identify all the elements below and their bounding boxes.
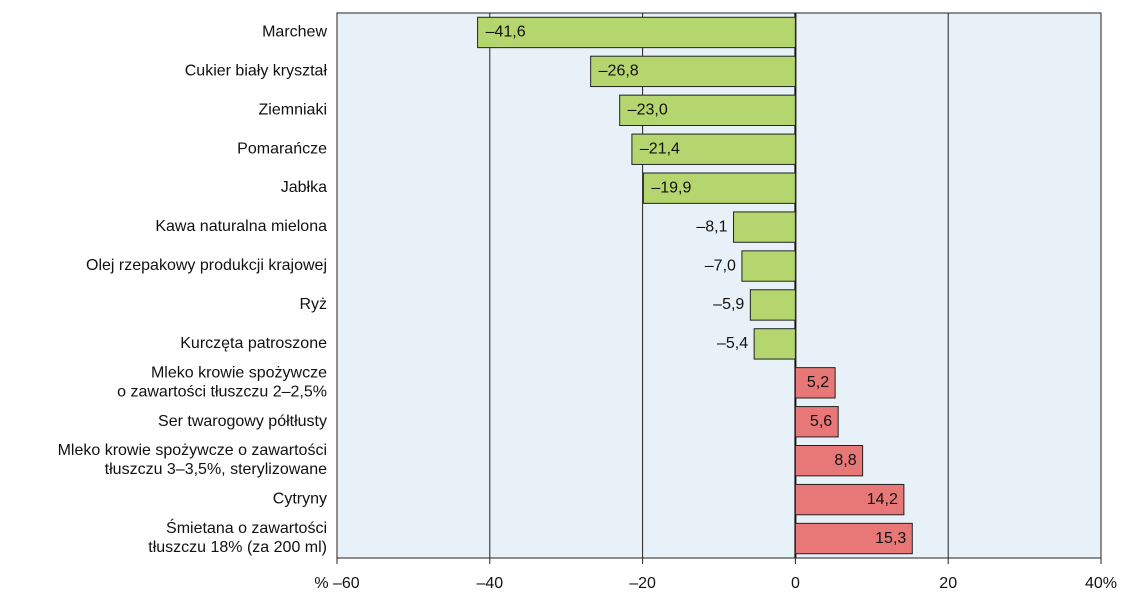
data-label: 14,2 bbox=[867, 491, 898, 508]
bar bbox=[753, 328, 796, 360]
y-tick-label: Mleko krowie spożywcze o zawartości tłusz… bbox=[58, 442, 328, 478]
y-tick-label: Kurczęta patroszone bbox=[180, 335, 327, 352]
x-tick-label: 20 bbox=[939, 575, 957, 592]
data-label: –41,6 bbox=[486, 24, 526, 41]
y-tick-label: Cytryny bbox=[273, 491, 327, 508]
data-label: –23,0 bbox=[628, 102, 668, 119]
bar bbox=[733, 211, 796, 243]
x-tick-label: 40% bbox=[1085, 575, 1117, 592]
y-tick-label: Marchew bbox=[262, 24, 327, 41]
data-label: –5,4 bbox=[717, 335, 748, 352]
data-label: –7,0 bbox=[705, 257, 736, 274]
bar bbox=[794, 483, 905, 516]
y-tick-label: Mleko krowie spożywcze o zawartości tłusz… bbox=[117, 365, 327, 401]
bar bbox=[794, 367, 836, 399]
y-tick-label: Śmietana o zawartości tłuszczu 18% (za 20… bbox=[148, 518, 327, 556]
y-tick-label: Jabłka bbox=[281, 179, 327, 196]
y-tick-label: Pomarańcze bbox=[237, 140, 327, 157]
bar bbox=[794, 444, 864, 477]
bar bbox=[590, 55, 796, 88]
bar bbox=[741, 250, 796, 282]
data-label: –19,9 bbox=[651, 179, 691, 196]
data-label: –8,1 bbox=[696, 218, 727, 235]
data-label: –26,8 bbox=[599, 63, 639, 80]
x-tick-label: –20 bbox=[629, 575, 656, 592]
bar bbox=[794, 522, 913, 555]
y-tick-label: Ser twarogowy półtłusty bbox=[158, 413, 327, 430]
data-label: 5,6 bbox=[810, 413, 832, 430]
data-label: –5,9 bbox=[713, 296, 744, 313]
data-label: 5,2 bbox=[807, 374, 829, 391]
y-tick-label: Ziemniaki bbox=[259, 102, 327, 119]
y-tick-label: Cukier biały kryształ bbox=[185, 63, 328, 80]
x-tick-label: % –60 bbox=[314, 575, 359, 592]
y-tick-label: Kawa naturalna mielona bbox=[155, 218, 327, 235]
data-label: 15,3 bbox=[875, 530, 906, 547]
x-tick-label: –40 bbox=[476, 575, 503, 592]
bar bbox=[642, 172, 796, 204]
bar bbox=[794, 406, 839, 438]
y-tick-label: Olej rzepakowy produkcji krajowej bbox=[86, 257, 327, 274]
y-tick-label: Ryż bbox=[299, 296, 327, 313]
data-label: 8,8 bbox=[834, 452, 856, 469]
bar bbox=[619, 94, 796, 127]
bar bbox=[631, 133, 796, 165]
bar bbox=[749, 289, 796, 321]
x-tick-label: 0 bbox=[791, 575, 800, 592]
bar bbox=[477, 16, 796, 49]
data-label: –21,4 bbox=[640, 140, 680, 157]
